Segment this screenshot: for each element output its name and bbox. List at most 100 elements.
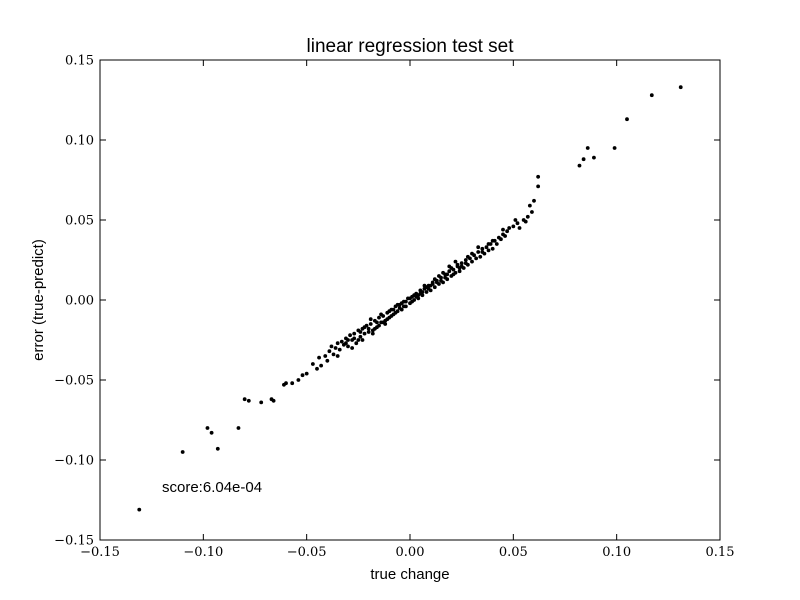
x-tick-label-1: −0.10 [183, 545, 223, 560]
data-point-156 [441, 270, 445, 275]
x-tick-label-5: 0.10 [602, 545, 631, 560]
x-tick-label-6: 0.15 [706, 545, 735, 560]
data-point-192 [527, 203, 532, 208]
data-point-4 [215, 446, 220, 451]
data-point-81 [447, 269, 452, 274]
data-point-74 [432, 285, 437, 290]
plot-area [99, 59, 721, 541]
data-point-157 [451, 272, 456, 277]
data-point-166 [426, 286, 431, 291]
data-point-134 [428, 283, 433, 288]
data-point-113 [517, 226, 522, 230]
data-point-111 [511, 224, 516, 229]
data-point-148 [356, 338, 361, 342]
data-point-176 [360, 338, 365, 342]
data-point-89 [463, 258, 468, 262]
data-point-141 [403, 299, 408, 304]
data-point-130 [387, 309, 392, 314]
data-point-12 [284, 381, 288, 386]
data-point-170 [470, 251, 474, 256]
data-point-25 [331, 352, 336, 357]
data-point-135 [439, 278, 443, 283]
data-point-153 [410, 299, 414, 304]
data-point-15 [300, 373, 305, 378]
data-point-43 [368, 322, 373, 326]
data-point-149 [362, 325, 367, 330]
data-point-127 [678, 85, 683, 90]
data-point-28 [337, 347, 342, 352]
data-point-131 [397, 306, 402, 310]
data-point-33 [348, 333, 352, 338]
data-point-175 [352, 336, 357, 341]
data-point-117 [532, 198, 536, 203]
data-point-7 [246, 398, 251, 403]
data-point-24 [329, 344, 334, 349]
data-point-191 [523, 219, 528, 224]
data-point-36 [354, 341, 359, 346]
data-point-168 [447, 264, 452, 269]
data-point-184 [443, 275, 448, 280]
data-point-158 [346, 338, 350, 342]
data-point-150 [375, 320, 379, 325]
x-tick-label-2: −0.05 [287, 545, 327, 560]
data-point-20 [319, 363, 324, 368]
data-point-70 [424, 290, 429, 294]
data-point-147 [465, 254, 470, 259]
data-point-190 [513, 218, 518, 222]
data-point-21 [323, 354, 328, 358]
data-point-94 [474, 256, 479, 261]
data-point-112 [515, 221, 520, 226]
data-point-171 [480, 250, 485, 254]
data-point-118 [536, 184, 541, 189]
data-point-26 [333, 346, 338, 350]
data-point-129 [377, 323, 381, 328]
data-point-123 [592, 155, 596, 160]
data-point-29 [339, 339, 344, 344]
data-point-140 [391, 307, 396, 312]
data-point-128 [366, 326, 371, 331]
data-point-27 [335, 341, 340, 346]
data-point-6 [242, 397, 247, 402]
data-point-120 [577, 163, 582, 168]
data-point-10 [271, 398, 276, 403]
data-point-188 [486, 242, 491, 246]
data-point-95 [476, 250, 481, 254]
data-point-132 [408, 296, 412, 301]
data-point-97 [480, 246, 485, 251]
data-point-124 [612, 146, 617, 150]
data-point-159 [350, 346, 355, 350]
y-tick-labels: −0.15 −0.10 −0.05 0.00 0.05 0.10 0.15 [54, 54, 94, 549]
data-point-138 [370, 331, 375, 336]
data-point-177 [372, 326, 377, 331]
data-point-17 [310, 362, 315, 366]
data-point-2 [205, 426, 210, 430]
data-point-172 [490, 238, 495, 243]
data-point-163 [389, 314, 394, 318]
data-point-181 [416, 293, 421, 298]
data-point-35 [352, 331, 357, 336]
data-point-3 [209, 430, 214, 435]
data-point-40 [362, 331, 367, 336]
data-point-116 [530, 210, 534, 214]
data-point-92 [470, 259, 474, 264]
data-point-106 [499, 237, 503, 242]
data-point-23 [327, 349, 332, 354]
data-point-167 [437, 274, 441, 278]
y-tick-label-5: 0.10 [65, 134, 94, 149]
data-point-144 [432, 277, 437, 282]
data-point-185 [455, 262, 460, 267]
data-point-145 [445, 272, 450, 277]
y-tick-label-2: −0.05 [54, 374, 94, 389]
y-tick-label-1: −0.10 [54, 454, 94, 469]
axis-ticks [99, 59, 721, 541]
score-annotation: score:6.04e-04 [162, 479, 262, 496]
data-point-18 [315, 366, 319, 371]
data-point-183 [434, 280, 439, 285]
y-tick-label-3: 0.00 [65, 294, 94, 309]
data-point-42 [366, 330, 371, 334]
data-point-99 [484, 245, 489, 250]
data-point-47 [377, 315, 381, 320]
data-point-16 [304, 371, 309, 376]
data-point-86 [457, 269, 462, 274]
